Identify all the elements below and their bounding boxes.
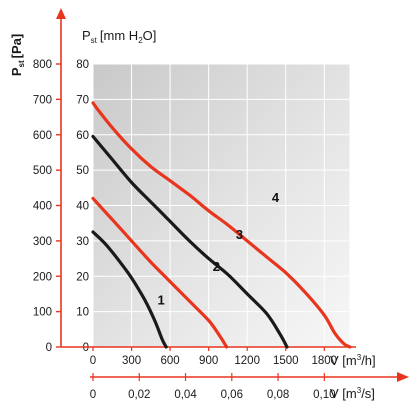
x-tick-label: 600	[161, 355, 180, 367]
y-inner-tick-label: 70	[76, 94, 89, 106]
x-tick-label: 1200	[234, 355, 260, 367]
y-inner-tick-label: 0	[83, 342, 89, 354]
x-tick-label: 0	[90, 355, 96, 367]
y-ticks-inner: 0 10 20 30 40 50 60 70 80	[76, 59, 89, 354]
x2-tick-label: 0	[90, 389, 96, 401]
y-tick-label: 0	[46, 342, 52, 354]
series-layer	[91, 101, 352, 349]
y-tick-label: 300	[33, 236, 52, 248]
y-inner-tick-label: 80	[76, 59, 89, 71]
y-axis-left-title: Pst[Pa]	[9, 34, 26, 76]
series-curve-4	[91, 101, 352, 349]
curve-labels: 1 2 3 4	[157, 190, 279, 308]
y-tick-label: 800	[33, 59, 52, 71]
series-curve-2	[91, 196, 229, 349]
x2-tick-label: 0,10	[313, 389, 335, 401]
y-axis-inner-title: Pst [mm H2O]	[82, 28, 156, 45]
y-ticks-left: 0 100 200 300 400 500 600 700 800	[33, 59, 61, 354]
grid	[92, 63, 351, 348]
x-tick-label: 300	[122, 355, 141, 367]
x-axis-arrow	[397, 372, 409, 382]
y-tick-label: 500	[33, 165, 52, 177]
x-ticks-secondary: 0 0,02 0,04 0,06 0,08 0,10	[90, 373, 336, 401]
y-tick-label: 600	[33, 130, 52, 142]
x-ticks-primary: 0 300 600 900 1200 1500 1800	[90, 347, 337, 367]
y-inner-tick-label: 50	[76, 165, 89, 177]
y-tick-label: 400	[33, 201, 52, 213]
series-curve-3	[91, 134, 289, 349]
y-inner-tick-label: 60	[76, 130, 89, 142]
x2-tick-label: 0,06	[221, 389, 243, 401]
y-axis-arrow	[56, 8, 66, 19]
y-tick-label: 100	[33, 307, 52, 319]
curve-label-4: 4	[272, 190, 280, 205]
x2-tick-label: 0,04	[174, 389, 197, 401]
curve-label-3: 3	[236, 227, 243, 242]
y-inner-tick-label: 40	[76, 201, 89, 213]
y-inner-tick-label: 10	[76, 307, 89, 319]
y-tick-label: 700	[33, 94, 52, 106]
x2-tick-label: 0,02	[128, 389, 150, 401]
curve-label-1: 1	[157, 293, 164, 308]
y-tick-label: 200	[33, 271, 52, 283]
curve-label-2: 2	[213, 259, 220, 274]
y-inner-tick-label: 30	[76, 236, 89, 248]
x-axis-secondary-title: V [m3/s]	[330, 386, 375, 401]
x-tick-label: 1800	[312, 355, 338, 367]
series-curve-1	[91, 230, 168, 349]
x2-tick-label: 0,08	[267, 389, 289, 401]
x-tick-label: 1500	[273, 355, 299, 367]
x-axis-primary-title: V [m3/h]	[330, 353, 376, 368]
x-tick-label: 900	[199, 355, 218, 367]
y-inner-tick-label: 20	[76, 271, 89, 283]
